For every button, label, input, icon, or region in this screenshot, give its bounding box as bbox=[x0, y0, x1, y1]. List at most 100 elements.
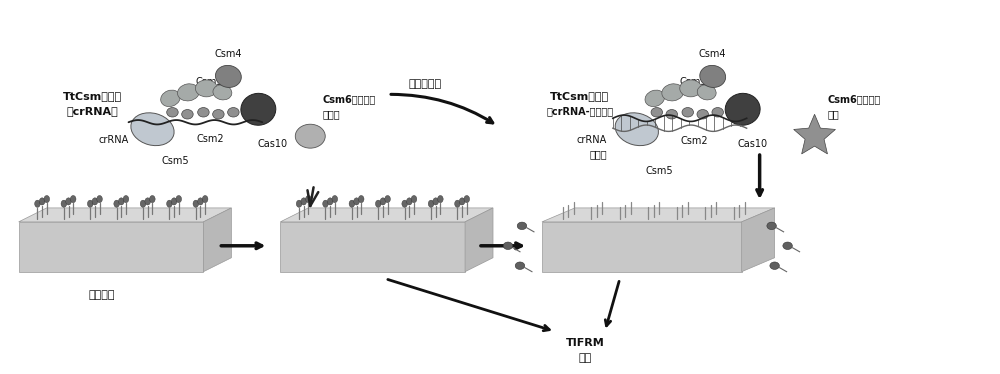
Text: 状态）: 状态） bbox=[322, 109, 340, 119]
Polygon shape bbox=[465, 208, 493, 272]
Text: Csm2: Csm2 bbox=[197, 134, 224, 144]
Ellipse shape bbox=[407, 198, 412, 205]
Text: TtCsm复合体: TtCsm复合体 bbox=[63, 91, 122, 101]
Ellipse shape bbox=[241, 94, 276, 125]
Ellipse shape bbox=[306, 196, 311, 203]
Ellipse shape bbox=[70, 196, 76, 203]
Text: Cas10: Cas10 bbox=[738, 139, 768, 149]
Text: （crRNA-靶核酸）: （crRNA-靶核酸） bbox=[546, 106, 613, 116]
Ellipse shape bbox=[385, 196, 390, 203]
Text: Csm2: Csm2 bbox=[681, 136, 709, 146]
Text: （crRNA）: （crRNA） bbox=[67, 106, 118, 116]
Ellipse shape bbox=[301, 198, 307, 205]
Polygon shape bbox=[542, 208, 775, 222]
Ellipse shape bbox=[182, 110, 193, 119]
Ellipse shape bbox=[215, 65, 241, 88]
Ellipse shape bbox=[178, 84, 199, 101]
Polygon shape bbox=[19, 208, 231, 222]
Ellipse shape bbox=[123, 196, 129, 203]
Ellipse shape bbox=[375, 200, 381, 207]
Ellipse shape bbox=[767, 222, 776, 230]
Text: Csm3: Csm3 bbox=[680, 77, 707, 88]
Ellipse shape bbox=[87, 200, 93, 207]
Ellipse shape bbox=[770, 262, 779, 269]
Ellipse shape bbox=[323, 200, 328, 207]
Ellipse shape bbox=[228, 108, 239, 117]
Ellipse shape bbox=[195, 80, 217, 97]
Ellipse shape bbox=[171, 198, 177, 205]
Text: Csm6（激活状: Csm6（激活状 bbox=[828, 94, 881, 104]
Ellipse shape bbox=[327, 198, 333, 205]
Ellipse shape bbox=[349, 200, 355, 207]
Ellipse shape bbox=[213, 110, 224, 119]
Ellipse shape bbox=[145, 198, 150, 205]
Ellipse shape bbox=[213, 85, 232, 100]
Ellipse shape bbox=[131, 113, 174, 145]
Ellipse shape bbox=[682, 108, 693, 117]
Ellipse shape bbox=[438, 196, 443, 203]
Ellipse shape bbox=[39, 198, 45, 205]
Text: crRNA: crRNA bbox=[577, 135, 607, 145]
Ellipse shape bbox=[66, 198, 71, 205]
Ellipse shape bbox=[455, 200, 460, 207]
Ellipse shape bbox=[503, 242, 513, 249]
Text: 靶核酸: 靶核酸 bbox=[589, 149, 607, 159]
Ellipse shape bbox=[725, 94, 760, 125]
Ellipse shape bbox=[198, 108, 209, 117]
Ellipse shape bbox=[680, 80, 702, 97]
Ellipse shape bbox=[712, 108, 723, 117]
Ellipse shape bbox=[198, 198, 203, 205]
Ellipse shape bbox=[666, 110, 678, 119]
Polygon shape bbox=[542, 222, 742, 272]
Ellipse shape bbox=[97, 196, 102, 203]
Text: TIFRM: TIFRM bbox=[566, 338, 604, 349]
Text: Csm4: Csm4 bbox=[699, 49, 726, 59]
Ellipse shape bbox=[402, 200, 407, 207]
Ellipse shape bbox=[295, 124, 325, 148]
Ellipse shape bbox=[140, 200, 146, 207]
Ellipse shape bbox=[150, 196, 155, 203]
Ellipse shape bbox=[615, 113, 658, 145]
Ellipse shape bbox=[651, 108, 663, 117]
Ellipse shape bbox=[662, 84, 684, 101]
Text: Csm3: Csm3 bbox=[195, 77, 223, 88]
Ellipse shape bbox=[380, 198, 386, 205]
Ellipse shape bbox=[44, 196, 50, 203]
Ellipse shape bbox=[358, 196, 364, 203]
Polygon shape bbox=[280, 222, 465, 272]
Ellipse shape bbox=[176, 196, 182, 203]
Ellipse shape bbox=[354, 198, 359, 205]
Ellipse shape bbox=[61, 200, 67, 207]
Ellipse shape bbox=[700, 65, 726, 88]
Ellipse shape bbox=[167, 108, 178, 117]
Ellipse shape bbox=[161, 90, 180, 107]
Ellipse shape bbox=[167, 200, 172, 207]
Ellipse shape bbox=[697, 110, 708, 119]
Text: 荧光芯片: 荧光芯片 bbox=[89, 289, 115, 300]
Ellipse shape bbox=[92, 198, 98, 205]
Ellipse shape bbox=[118, 198, 124, 205]
Ellipse shape bbox=[433, 198, 439, 205]
Text: Csm5: Csm5 bbox=[646, 166, 674, 176]
Ellipse shape bbox=[202, 196, 208, 203]
Polygon shape bbox=[794, 114, 835, 154]
Ellipse shape bbox=[783, 242, 792, 249]
Ellipse shape bbox=[332, 196, 338, 203]
Ellipse shape bbox=[296, 200, 302, 207]
Ellipse shape bbox=[411, 196, 417, 203]
Polygon shape bbox=[19, 222, 203, 272]
Text: TtCsm复合体: TtCsm复合体 bbox=[550, 91, 609, 101]
Text: Csm4: Csm4 bbox=[215, 49, 242, 59]
Polygon shape bbox=[280, 208, 493, 222]
Text: 成像: 成像 bbox=[578, 353, 592, 364]
Polygon shape bbox=[203, 208, 231, 272]
Ellipse shape bbox=[645, 90, 665, 107]
Ellipse shape bbox=[193, 200, 199, 207]
Ellipse shape bbox=[114, 200, 119, 207]
Ellipse shape bbox=[515, 262, 525, 269]
Text: 态）: 态） bbox=[828, 109, 839, 119]
Ellipse shape bbox=[517, 222, 527, 230]
Ellipse shape bbox=[428, 200, 434, 207]
Ellipse shape bbox=[464, 196, 470, 203]
Text: 靶核酸结合: 靶核酸结合 bbox=[409, 79, 442, 89]
